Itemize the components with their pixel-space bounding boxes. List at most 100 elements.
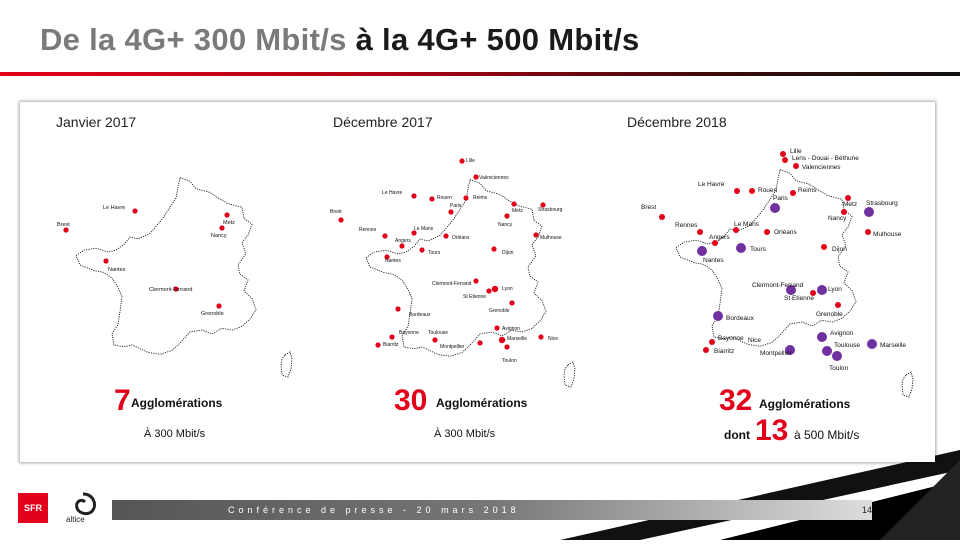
city-dot [384, 254, 390, 260]
city-dot-500 [736, 243, 746, 253]
city-label: Le Havre [103, 205, 125, 211]
city-dot-500 [697, 246, 707, 256]
map-dec-2017: Lille Valenciennes Le Havre Rouen Reims … [330, 158, 563, 364]
city-dot [375, 342, 381, 348]
speed-count-dec-2018: 13 [755, 414, 789, 447]
city-dot [780, 151, 786, 157]
city-label: Valenciennes [479, 175, 509, 181]
city-label: Lyon [828, 286, 842, 293]
city-dot [782, 157, 788, 163]
city-label: Angers [709, 234, 730, 241]
sfr-logo: SFR [18, 493, 48, 523]
city-label: Dijon [502, 250, 514, 256]
city-dot [841, 209, 847, 215]
city-label: Nancy [498, 222, 513, 228]
city-label: Avignon [830, 330, 854, 337]
city-dot [810, 290, 816, 296]
city-label: Toulouse [834, 342, 860, 349]
city-dot [733, 227, 739, 233]
city-dot [473, 174, 479, 180]
speed-dec-2017: À 300 Mbit/s [434, 428, 496, 440]
column-heading-jan-2017: Janvier 2017 [56, 114, 137, 130]
city-dot [734, 188, 740, 194]
city-label: Clermont-Ferrand [149, 287, 192, 293]
city-dot [224, 212, 230, 218]
city-dot [494, 325, 500, 331]
city-dot [443, 233, 449, 239]
city-dot [498, 336, 506, 344]
city-label: Nantes [385, 258, 401, 264]
speed-suffix-dec-2018: à 500 Mbit/s [794, 428, 860, 442]
city-dot [486, 288, 492, 294]
city-dot [338, 217, 344, 223]
altice-logo-label: altice [66, 515, 85, 524]
city-dot [173, 286, 179, 292]
city-dot [399, 243, 405, 249]
city-dot [504, 213, 510, 219]
title-underline [0, 72, 960, 76]
footer-text: Conférence de presse - 20 mars 2018 [228, 505, 520, 515]
speed-prefix-dec-2018: dont [724, 428, 750, 442]
city-label: Lille [790, 148, 802, 155]
city-dot-500 [822, 346, 832, 356]
map-jan-2017: Le Havre Brest Metz Nancy Nantes Clermon… [57, 205, 235, 317]
city-label: Le Mans [734, 221, 760, 228]
city-label: Rouen [437, 195, 452, 201]
count-dec-2018: 32 [719, 384, 753, 417]
city-dot [793, 163, 799, 169]
city-dot-500 [832, 351, 842, 361]
city-dot [419, 247, 425, 253]
city-label: Paris [773, 195, 789, 202]
city-label: Rouen [758, 187, 778, 194]
map-dec-2018: Lille Lens - Douai - Béthune Valencienne… [641, 148, 906, 372]
city-dot [821, 244, 827, 250]
city-dot [697, 229, 703, 235]
city-dot-500 [770, 203, 780, 213]
count-dec-2017: 30 [394, 384, 428, 417]
page-title: De la 4G+ 300 Mbit/s à la 4G+ 500 Mbit/s [40, 22, 640, 57]
city-dot [703, 347, 709, 353]
city-label: Nantes [703, 257, 724, 264]
city-label: Bayonne [718, 335, 744, 342]
city-dot [865, 229, 871, 235]
city-label: Tours [750, 246, 767, 253]
city-dot [103, 258, 109, 264]
city-label: Marseille [507, 336, 527, 342]
city-label: Avignon [502, 326, 520, 332]
city-label: Toulon [829, 365, 849, 372]
city-label: Marseille [880, 342, 906, 349]
city-dot [509, 300, 515, 306]
city-dot-500 [864, 207, 874, 217]
city-label: Nice [748, 337, 761, 344]
city-dot [219, 225, 225, 231]
city-label: Brest [641, 204, 656, 211]
city-label: Tours [428, 250, 441, 256]
city-dot [712, 240, 718, 246]
city-label: Strasbourg [538, 207, 563, 213]
city-dot [533, 232, 539, 238]
city-label: Nancy [211, 233, 227, 239]
city-label: Valenciennes [802, 164, 841, 171]
city-label: Toulon [502, 358, 517, 364]
city-dot [473, 278, 479, 284]
city-label: Paris [450, 203, 462, 209]
city-dot [764, 229, 770, 235]
city-dot [448, 209, 454, 215]
footer-bar [112, 500, 872, 520]
city-label: Le Mans [414, 226, 434, 232]
city-dot [709, 339, 715, 345]
city-dot-500 [817, 285, 827, 295]
city-label: Nancy [828, 215, 847, 222]
city-label: Lyon [502, 286, 513, 292]
city-label: Metz [512, 208, 523, 214]
city-dot [389, 334, 395, 340]
city-dot [463, 195, 469, 201]
city-label: Grenoble [201, 311, 224, 317]
city-dot [411, 230, 417, 236]
city-dot [411, 193, 417, 199]
city-label: Mulhouse [540, 235, 562, 241]
city-label: Toulouse [428, 330, 448, 336]
city-dot [540, 202, 546, 208]
city-label: Clermont-Ferrand [752, 282, 804, 289]
city-label: Montpellier [760, 350, 793, 357]
